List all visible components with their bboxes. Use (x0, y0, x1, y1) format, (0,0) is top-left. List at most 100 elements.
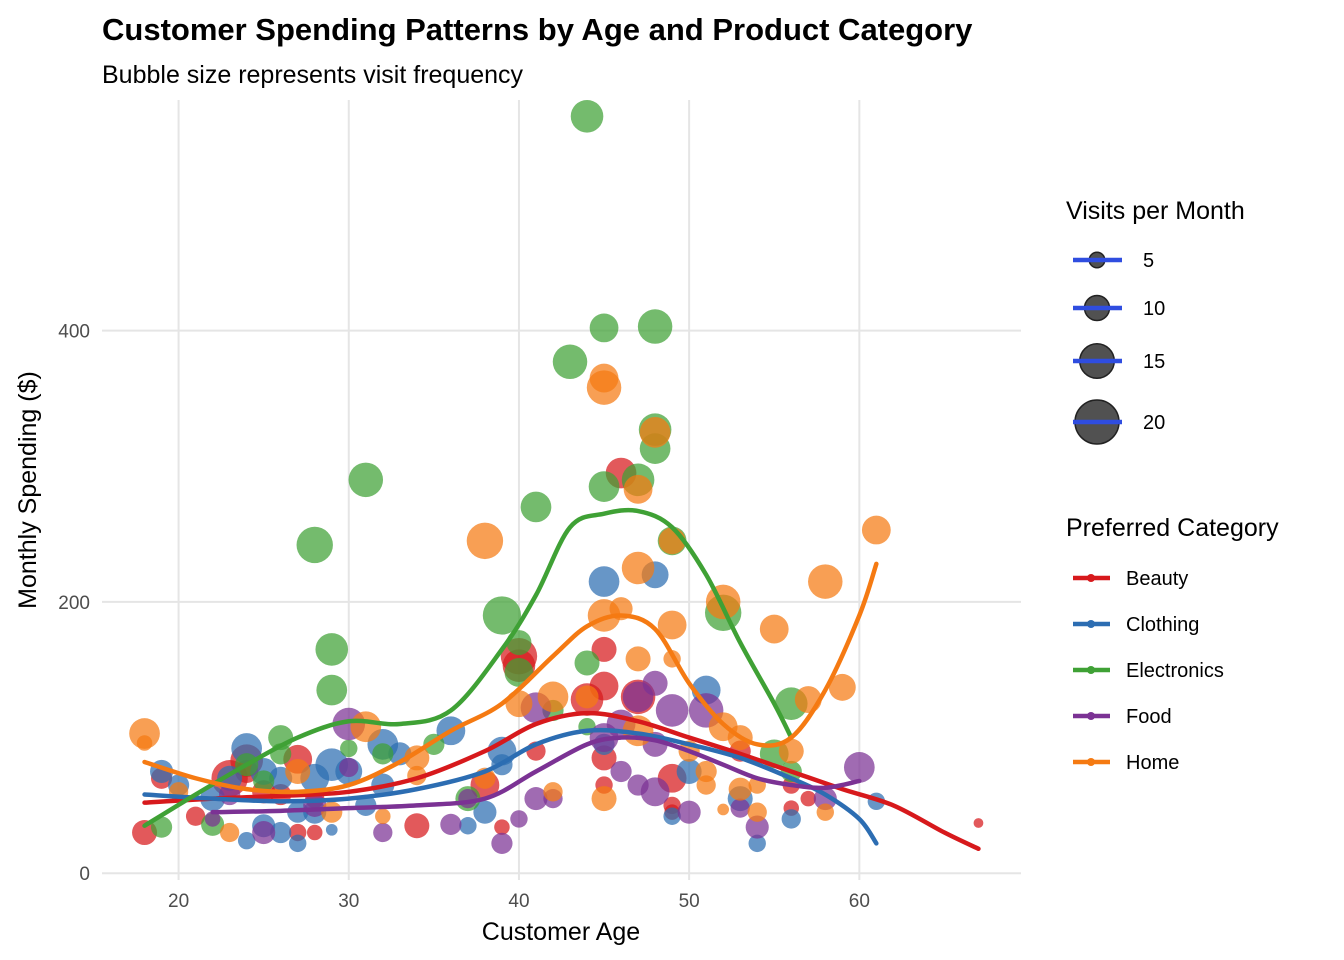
color-legend-label: Electronics (1126, 660, 1224, 682)
point-clothing (289, 834, 307, 853)
point-electronics (588, 471, 620, 502)
point-beauty (185, 806, 206, 826)
point-electronics (315, 633, 349, 666)
y-tick-label: 200 (58, 593, 90, 614)
point-beauty (306, 824, 323, 841)
point-beauty (494, 819, 510, 835)
point-food (745, 815, 769, 839)
point-food (677, 800, 701, 824)
color-legend-key-dot (1087, 620, 1095, 628)
x-tick-label: 60 (849, 891, 870, 912)
trend-lines (142, 507, 981, 852)
point-food (655, 694, 689, 727)
color-legend-key-dot (1087, 712, 1095, 720)
point-home (219, 822, 240, 843)
trend-line-home (142, 561, 879, 795)
point-home (778, 738, 804, 764)
point-food (252, 820, 276, 845)
point-home (537, 681, 569, 713)
point-food (491, 832, 513, 854)
color-legend-key-dot (1087, 666, 1095, 674)
point-home (575, 685, 599, 709)
point-home (505, 690, 533, 718)
color-legend-label: Home (1126, 752, 1179, 774)
point-food (610, 760, 632, 783)
point-home (375, 808, 391, 824)
point-electronics (574, 650, 600, 676)
y-tick-label: 0 (79, 864, 90, 885)
point-home (747, 802, 767, 822)
point-food (642, 670, 668, 696)
point-clothing (325, 823, 338, 836)
point-food (510, 810, 528, 828)
point-food (373, 822, 393, 843)
point-electronics (482, 596, 522, 635)
point-home (136, 735, 153, 751)
x-tick-label: 50 (679, 891, 700, 912)
size-legend-label: 15 (1143, 351, 1165, 373)
color-legend-key-dot (1087, 758, 1095, 766)
point-home (696, 775, 716, 795)
point-electronics (253, 770, 275, 792)
trend-line-food (210, 735, 862, 815)
point-food (440, 813, 462, 835)
point-electronics (589, 313, 619, 343)
x-tick-label: 30 (338, 891, 359, 912)
point-home (705, 584, 741, 620)
point-home (621, 551, 655, 585)
point-clothing (781, 809, 801, 829)
size-legend: Visits per Month 5 10 15 20 (1066, 197, 1245, 445)
point-home (657, 610, 687, 640)
point-clothing (676, 758, 702, 784)
size-legend-label: 10 (1143, 298, 1165, 320)
point-home (466, 522, 504, 560)
chart-subtitle: Bubble size represents visit frequency (102, 61, 524, 89)
point-electronics (372, 743, 394, 765)
point-electronics (340, 739, 358, 758)
point-food (843, 752, 875, 783)
color-legend-key-dot (1087, 574, 1095, 582)
chart-title: Customer Spending Patterns by Age and Pr… (102, 12, 973, 47)
point-electronics (348, 462, 384, 498)
point-home (695, 760, 717, 783)
y-tick-label: 400 (58, 322, 90, 343)
x-axis-title: Customer Age (482, 918, 640, 946)
y-axis-ticks: 0 200 400 (58, 322, 90, 886)
point-home (404, 745, 430, 771)
size-legend-label: 20 (1143, 412, 1165, 434)
point-food (524, 787, 548, 811)
point-home (129, 718, 160, 749)
point-beauty (591, 636, 617, 662)
point-electronics (552, 344, 588, 380)
point-clothing (237, 831, 256, 850)
point-clothing (473, 800, 497, 824)
point-home (589, 363, 619, 393)
point-home (828, 673, 856, 701)
point-electronics (520, 491, 552, 523)
point-food (339, 757, 359, 778)
grid-lines (102, 100, 1021, 880)
size-legend-label: 5 (1143, 250, 1154, 272)
color-legend-label: Clothing (1126, 614, 1199, 636)
size-legend-title: Visits per Month (1066, 197, 1245, 225)
data-points (129, 99, 984, 854)
point-home (321, 801, 343, 823)
x-tick-label: 20 (168, 891, 189, 912)
point-home (816, 803, 834, 821)
y-axis-title: Monthly Spending ($) (14, 371, 42, 609)
color-legend-label: Food (1126, 706, 1172, 728)
point-clothing (270, 821, 292, 844)
point-home (717, 803, 730, 816)
point-home (350, 711, 382, 743)
point-electronics (570, 99, 604, 133)
color-legend-title: Preferred Category (1066, 514, 1279, 542)
x-axis-ticks: 20 30 40 50 60 (168, 891, 870, 912)
trend-line-electronics (142, 507, 794, 828)
point-beauty (132, 820, 158, 846)
point-clothing (459, 817, 477, 835)
point-electronics (150, 816, 173, 838)
point-home (285, 758, 311, 784)
color-legend-label: Beauty (1126, 568, 1188, 590)
point-electronics (296, 526, 333, 564)
point-beauty (800, 790, 817, 807)
